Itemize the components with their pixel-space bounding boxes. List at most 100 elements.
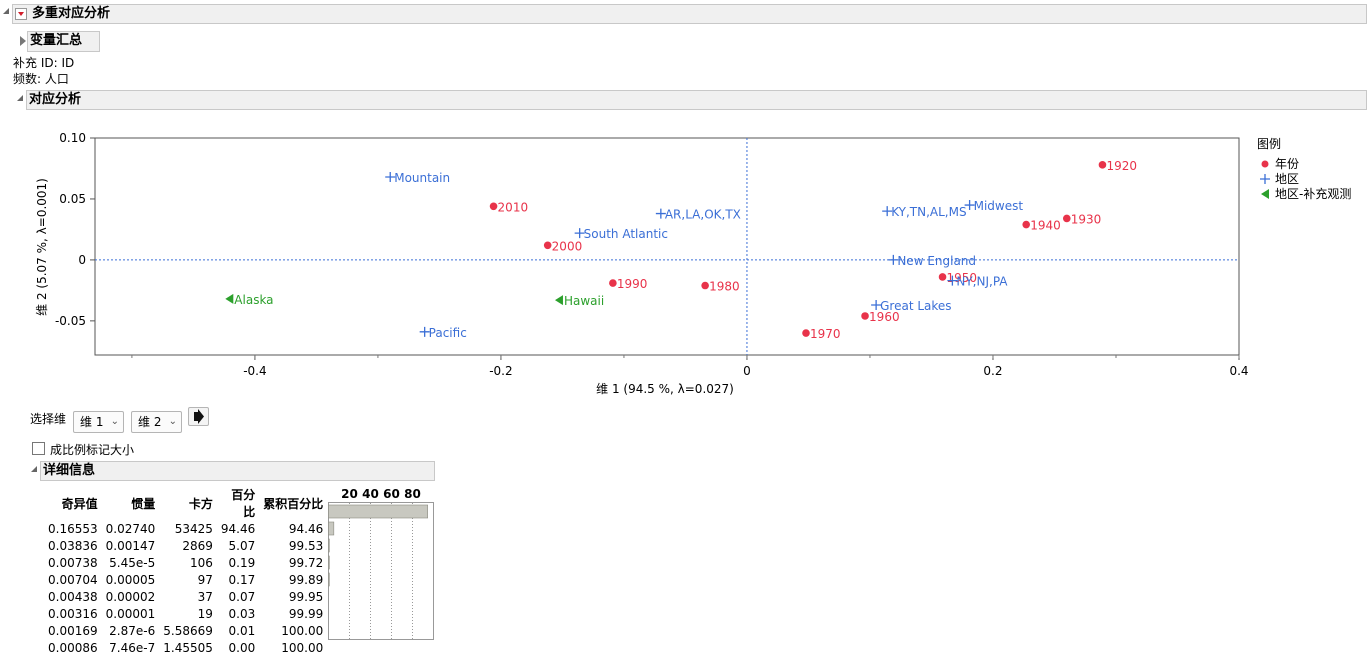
table-cell: 0.03 xyxy=(228,606,256,621)
table-row: 0.00169 2.87e-6 5.58669 0.01 100.00 xyxy=(44,622,327,639)
region-point[interactable] xyxy=(882,206,893,217)
dimension-a-value: 维 1 xyxy=(80,415,104,429)
year-point[interactable] xyxy=(701,281,709,290)
ca-title[interactable]: 对应分析 xyxy=(29,92,82,107)
x-axis-label: 维 1 (94.5 %, λ=0.027) xyxy=(596,382,734,396)
collapse-triangle-icon[interactable] xyxy=(17,95,23,101)
go-button[interactable] xyxy=(188,407,209,426)
point-label: Great Lakes xyxy=(880,299,951,313)
point-label: 1960 xyxy=(869,310,900,324)
region-point[interactable] xyxy=(574,228,585,239)
legend-title: 图例 xyxy=(1257,137,1281,151)
proportional-marker-checkbox[interactable] xyxy=(32,442,45,455)
legend-entry[interactable]: 地区 xyxy=(1275,172,1299,186)
details-title[interactable]: 详细信息 xyxy=(43,463,96,478)
point-label: 1930 xyxy=(1071,212,1102,226)
chevron-down-icon: ⌄ xyxy=(110,416,119,427)
table-cell: 53425 xyxy=(174,521,213,536)
region-point[interactable] xyxy=(871,300,882,311)
year-point[interactable] xyxy=(543,241,552,250)
supplementary-point[interactable] xyxy=(225,293,234,304)
x-tick-label: -0.4 xyxy=(243,364,266,378)
y-tick-label: 0 xyxy=(78,253,86,267)
table-cell: 0.00005 xyxy=(105,572,156,587)
percent-bar xyxy=(328,555,330,570)
year-point[interactable] xyxy=(609,279,617,287)
correspondence-plot[interactable]: -0.4 -0.2 0 0.2 0.4 -0.05 0 0.05 0.10 1920 1930 1… xyxy=(0,0,1371,410)
bar-tick-label: 80 xyxy=(404,487,421,501)
table-cell: 0.16553 xyxy=(48,521,98,536)
point-label: AR,LA,OK,TX xyxy=(665,208,741,222)
legend-plus-icon xyxy=(1260,174,1270,184)
dimension-b-select[interactable]: 维 2 ⌄ xyxy=(131,411,182,433)
header-chisq: 卡方 xyxy=(188,496,213,511)
legend-circle-icon xyxy=(1261,160,1269,168)
percent-bar xyxy=(328,538,330,553)
expand-triangle-icon[interactable] xyxy=(20,36,26,46)
details-header-bar xyxy=(40,461,435,481)
table-cell: 0.03836 xyxy=(48,538,98,553)
table-cell: 99.53 xyxy=(288,538,324,553)
table-row: 0.00086 7.46e-7 1.45505 0.00 100.00 xyxy=(44,639,327,656)
legend-triangle-icon xyxy=(1261,189,1269,199)
mca-title[interactable]: 多重对应分析 xyxy=(32,6,111,21)
select-dimension-label: 选择维 xyxy=(30,412,67,426)
table-cell: 0.00 xyxy=(228,640,256,655)
chevron-down-icon: ⌄ xyxy=(168,416,177,427)
year-point[interactable] xyxy=(489,202,498,211)
dimension-a-select[interactable]: 维 1 ⌄ xyxy=(73,411,124,433)
table-cell: 5.45e-5 xyxy=(109,555,156,570)
year-point[interactable] xyxy=(861,312,869,320)
year-point[interactable] xyxy=(1098,161,1107,169)
region-point[interactable] xyxy=(419,326,430,337)
point-label: 2010 xyxy=(498,200,529,214)
supplementary-point[interactable] xyxy=(554,295,563,306)
proportional-marker-label[interactable]: 成比例标记大小 xyxy=(50,443,135,457)
year-point[interactable] xyxy=(802,329,810,337)
table-cell: 99.99 xyxy=(288,606,324,621)
table-row: 0.03836 0.00147 2869 5.07 99.53 xyxy=(44,537,327,554)
region-point[interactable] xyxy=(888,254,899,265)
table-row: 0.00316 0.00001 19 0.03 99.99 xyxy=(44,605,327,622)
year-point[interactable] xyxy=(1022,220,1030,229)
x-tick-label: -0.2 xyxy=(489,364,512,378)
table-cell: 19 xyxy=(197,606,213,621)
table-cell: 0.01 xyxy=(228,623,256,638)
point-label: 1940 xyxy=(1030,219,1061,233)
table-cell: 0.00738 xyxy=(48,555,98,570)
legend-entry[interactable]: 年份 xyxy=(1275,157,1299,171)
point-label: Pacific xyxy=(429,326,467,340)
collapse-triangle-icon[interactable] xyxy=(31,466,37,472)
header-inertia: 惯量 xyxy=(131,496,156,511)
point-label: Midwest xyxy=(974,199,1024,213)
plot-frame xyxy=(94,137,1240,356)
table-cell: 1.45505 xyxy=(163,640,213,655)
table-cell: 7.46e-7 xyxy=(109,640,156,655)
variable-summary-title[interactable]: 变量汇总 xyxy=(30,33,83,48)
region-point[interactable] xyxy=(655,208,666,219)
mca-header-bar xyxy=(12,4,1367,24)
red-triangle-menu-icon[interactable] xyxy=(15,8,27,20)
collapse-triangle-icon[interactable] xyxy=(3,8,9,14)
percent-bar xyxy=(328,572,330,587)
legend-entry[interactable]: 地区-补充观测 xyxy=(1275,186,1351,201)
percent-bar xyxy=(328,504,428,519)
point-label: Mountain xyxy=(394,171,450,185)
arrow-right-icon xyxy=(194,409,204,424)
y-tick-label: -0.05 xyxy=(55,314,86,328)
region-point[interactable] xyxy=(947,275,958,286)
table-row: 0.16553 0.02740 53425 94.46 94.46 xyxy=(44,520,327,537)
region-point[interactable] xyxy=(964,200,975,211)
y-tick-label: 0.10 xyxy=(59,131,86,145)
ca-header-bar xyxy=(26,90,1367,110)
table-cell: 97 xyxy=(197,572,213,587)
table-cell: 99.89 xyxy=(288,572,324,587)
year-point[interactable] xyxy=(1062,214,1071,223)
header-cumulative-percent: 累积百分比 xyxy=(263,496,324,511)
point-label: 1920 xyxy=(1106,159,1137,173)
point-label: Hawaii xyxy=(564,294,604,308)
variable-summary-bar[interactable] xyxy=(27,31,100,52)
year-point[interactable] xyxy=(938,273,947,281)
region-point[interactable] xyxy=(385,172,396,183)
table-cell: 2869 xyxy=(182,538,213,553)
